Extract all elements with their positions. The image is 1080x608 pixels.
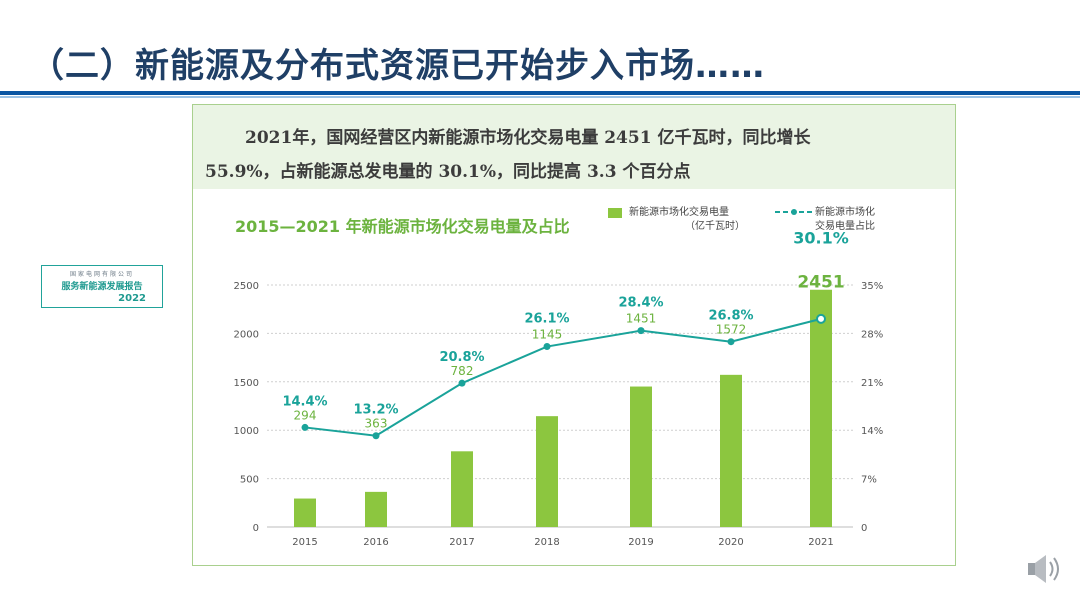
bar [294, 498, 316, 527]
line-point [372, 432, 380, 440]
bar [536, 416, 558, 527]
y-left-tick-label: 1000 [234, 426, 259, 437]
bar-value-label: 1572 [716, 323, 747, 337]
line-point [543, 343, 551, 351]
legend-bar-swatch [608, 208, 622, 218]
title-rule-light [0, 96, 1080, 98]
bar [451, 451, 473, 527]
bar [630, 386, 652, 527]
x-tick-label: 2017 [449, 537, 474, 548]
y-right-tick-label: 28% [861, 329, 883, 340]
line-point [727, 338, 735, 346]
x-tick-label: 2015 [292, 537, 317, 548]
line-point [637, 327, 645, 335]
bar [720, 374, 742, 527]
bar [810, 289, 832, 527]
y-left-tick-label: 2000 [234, 329, 259, 340]
y-left-tick-label: 0 [253, 523, 259, 534]
x-tick-label: 2021 [808, 537, 833, 548]
y-left-tick-label: 1500 [234, 378, 259, 389]
report-year: 2022 [118, 293, 146, 304]
legend-line-label-1: 新能源市场化 [815, 207, 875, 218]
x-tick-label: 2018 [534, 537, 559, 548]
line-value-label: 26.1% [524, 312, 569, 327]
y-right-tick-label: 35% [861, 281, 883, 292]
x-tick-label: 2016 [363, 537, 388, 548]
line-point [301, 423, 309, 431]
report-org: 国家电网有限公司 [69, 271, 134, 278]
y-right-tick-label: 7% [861, 475, 877, 486]
line-value-label: 13.2% [353, 403, 398, 418]
bar [365, 491, 387, 527]
y-right-tick-label: 14% [861, 426, 883, 437]
y-right-tick-label: 21% [861, 378, 883, 389]
x-tick-label: 2019 [628, 537, 653, 548]
line-value-label: 28.4% [618, 296, 663, 311]
slide-title: （二）新能源及分布式资源已开始步入市场…… [30, 46, 765, 86]
line-value-label: 14.4% [282, 394, 327, 409]
line-point [458, 379, 466, 387]
bar-value-label: 363 [365, 417, 388, 431]
chart-plot: 0 0 500 7% 1000 14% 1500 21% 2000 28% 2500 35% 294 36… [234, 229, 884, 548]
legend-bar-label-2: （亿千瓦时） [685, 221, 745, 232]
bar-value-label: 1145 [532, 328, 563, 342]
legend-line-label-2: 交易电量占比 [815, 221, 875, 232]
legend-bar-label-1: 新能源市场化交易电量 [629, 207, 729, 218]
bar-value-label: 1451 [626, 312, 657, 326]
y-left-tick-label: 2500 [234, 281, 259, 292]
intro-line-2: 55.9%，占新能源总发电量的 30.1%，同比提高 3.3 个百分点 [205, 162, 691, 182]
speaker-icon[interactable] [1024, 551, 1064, 587]
line-point [816, 313, 826, 324]
bar-value-label: 782 [451, 364, 474, 378]
bar-value-label: 294 [294, 408, 317, 422]
chart-panel: 2021年，国网经营区内新能源市场化交易电量 2451 亿千瓦时，同比增长 55… [192, 104, 956, 566]
y-right-tick-label: 0 [861, 523, 867, 534]
bar-value-label: 2451 [797, 273, 844, 293]
title-rule [0, 91, 1080, 95]
intro-line-1: 2021年，国网经营区内新能源市场化交易电量 2451 亿千瓦时，同比增长 [245, 128, 811, 148]
report-name: 服务新能源发展报告 [61, 282, 143, 292]
intro-box: 2021年，国网经营区内新能源市场化交易电量 2451 亿千瓦时，同比增长 55… [193, 105, 955, 189]
x-tick-label: 2020 [718, 537, 743, 548]
chart-title: 2015—2021 年新能源市场化交易电量及占比 [235, 217, 570, 236]
report-badge: 国家电网有限公司 服务新能源发展报告 2022 [41, 265, 163, 308]
line-value-label: 30.1% [793, 229, 849, 248]
line-value-label: 26.8% [708, 309, 753, 324]
line-value-label: 20.8% [439, 350, 484, 365]
y-left-tick-label: 500 [240, 475, 259, 486]
legend-line-swatch [775, 209, 813, 215]
